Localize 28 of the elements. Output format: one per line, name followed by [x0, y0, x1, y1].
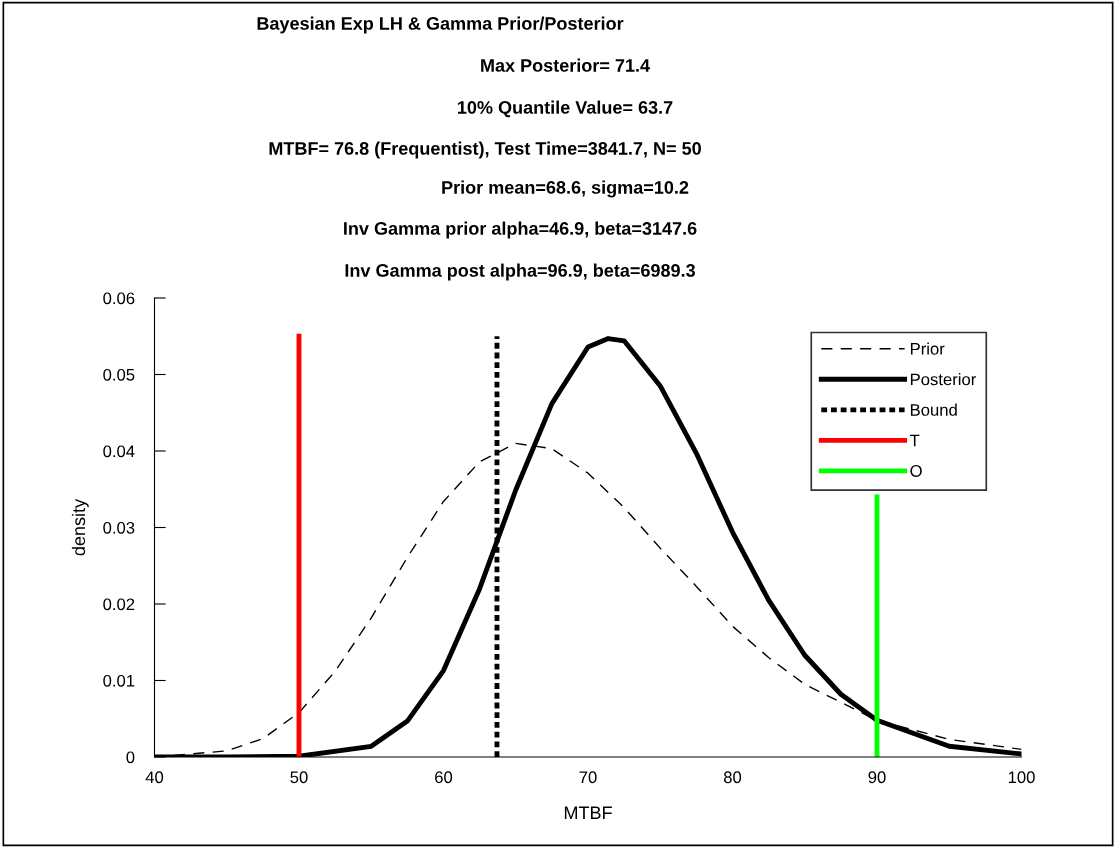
x-tick-label: 90 — [868, 771, 886, 784]
text: 10% Quantile Value= 63.7 — [458, 100, 673, 118]
text: Prior mean=68.6, sigma=10.2 — [442, 180, 689, 198]
y-tick-label: 0.02 — [103, 598, 135, 611]
legend-label: Bound — [910, 403, 957, 416]
y-tick-label: 0.06 — [103, 292, 135, 305]
legend-label: Prior — [910, 342, 945, 355]
x-tick-label: 50 — [290, 771, 308, 784]
text: Inv Gamma prior alpha=46.9, beta=3147.6 — [344, 221, 697, 239]
y-tick-label: 0.03 — [103, 521, 135, 534]
chart-title: Bayesian Exp LH & Gamma Prior/Posterior — [257, 16, 624, 34]
x-tick-label: 80 — [723, 771, 742, 784]
text: Max Posterior= 71.4 — [481, 58, 650, 72]
legend-label: T — [909, 434, 920, 447]
y-axis-title: density — [71, 498, 89, 556]
legend-label: O — [910, 465, 922, 477]
text: MTBF= 76.8 (Frequentist), Test Time=3841.7, N= 50 — [269, 141, 701, 159]
x-tick-label: 70 — [579, 771, 597, 784]
text: Inv Gamma post alpha=96.9, beta=6989.3 — [345, 263, 695, 281]
y-tick-label: 0 — [126, 751, 135, 764]
y-tick-label: 0.05 — [103, 368, 135, 381]
y-tick-label: 0.01 — [103, 674, 135, 687]
x-tick-label: 60 — [435, 771, 453, 784]
x-axis-title: MTBF — [564, 806, 612, 819]
legend-label: Posterior — [910, 373, 977, 386]
x-tick-label: 40 — [145, 771, 164, 784]
y-tick-label: 0.04 — [103, 445, 135, 458]
x-tick-label: 100 — [1008, 771, 1035, 784]
